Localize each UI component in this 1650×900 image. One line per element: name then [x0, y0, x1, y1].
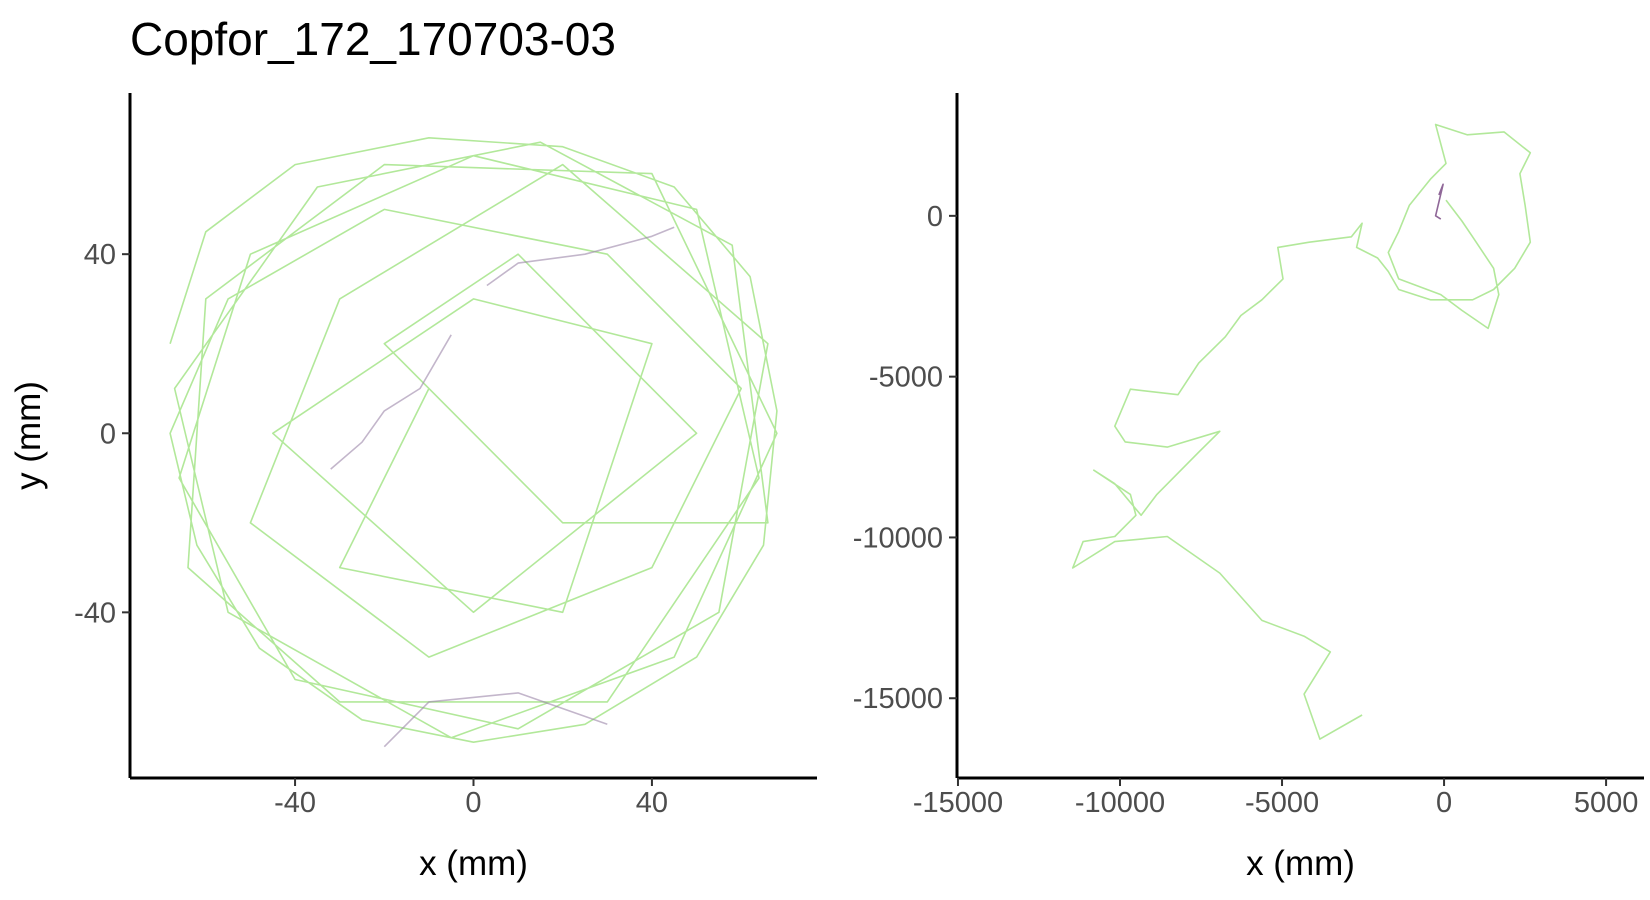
trajectory: [169, 137, 778, 743]
trajectory: [1434, 183, 1444, 220]
x-tick-label: 40: [636, 787, 668, 819]
chart-title: Copfor_172_170703-03: [130, 13, 616, 65]
x-tick-label: -5000: [1245, 787, 1319, 819]
x-tick-label: -15000: [913, 787, 1003, 819]
y-tick-label: -40: [74, 597, 116, 629]
y-tick-label: 0: [927, 201, 943, 233]
y-tick-label: 40: [84, 239, 116, 271]
y-tick-label: -10000: [853, 522, 943, 554]
trajectory: [330, 226, 675, 748]
x-tick-label: 0: [1436, 787, 1452, 819]
x-tick-label: 5000: [1574, 787, 1639, 819]
y-tick-label: -5000: [869, 362, 943, 394]
y-tick-label: 0: [100, 418, 116, 450]
x-tick-label: -10000: [1075, 787, 1165, 819]
x-axis-title: x (mm): [419, 844, 528, 883]
y-tick-label: -15000: [853, 683, 943, 715]
x-axis-title: x (mm): [1246, 844, 1355, 883]
x-tick-label: 0: [465, 787, 481, 819]
trajectory: [1071, 123, 1532, 740]
y-axis-title: y (mm): [9, 381, 48, 490]
x-tick-label: -40: [274, 787, 316, 819]
